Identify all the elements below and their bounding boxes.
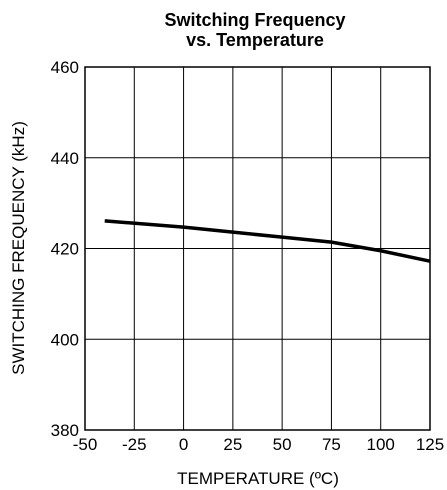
chart-title: vs. Temperature (186, 30, 324, 50)
y-tick-label: 420 (51, 240, 79, 259)
x-axis-label: TEMPERATURE (ºC) (177, 469, 339, 488)
y-axis-label: SWITCHING FREQUENCY (kHz) (9, 121, 28, 375)
y-tick-label: 440 (51, 149, 79, 168)
x-tick-label: 125 (416, 435, 444, 454)
x-tick-label: -25 (122, 435, 147, 454)
y-tick-label: 380 (51, 421, 79, 440)
data-line (104, 219, 431, 263)
y-tick-label: 400 (51, 330, 79, 349)
x-tick-label: 25 (223, 435, 242, 454)
x-tick-label: -50 (73, 435, 98, 454)
x-tick-label: 50 (273, 435, 292, 454)
x-tick-label: 100 (367, 435, 395, 454)
chart-title: Switching Frequency (164, 10, 345, 30)
y-tick-label: 460 (51, 58, 79, 77)
x-tick-label: 75 (322, 435, 341, 454)
x-tick-label: 0 (179, 435, 188, 454)
